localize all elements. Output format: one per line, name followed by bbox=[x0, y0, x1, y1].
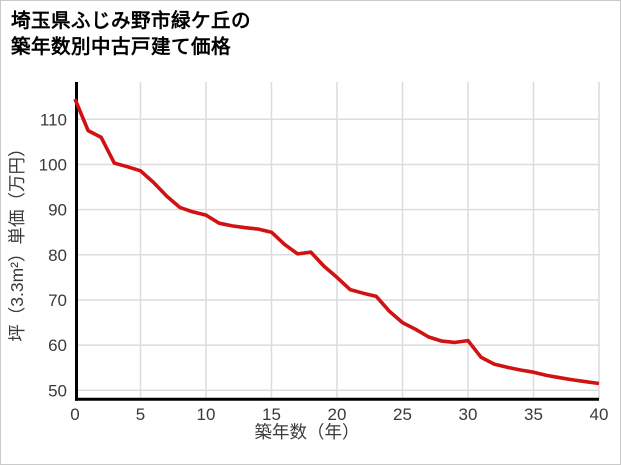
x-tick-label: 10 bbox=[197, 405, 216, 424]
price-line bbox=[73, 98, 600, 386]
y-tick-label: 100 bbox=[39, 155, 67, 174]
x-tick-label: 35 bbox=[524, 405, 543, 424]
y-tick-label: 90 bbox=[48, 201, 67, 220]
x-tick-label: 5 bbox=[136, 405, 145, 424]
y-tick-label: 60 bbox=[48, 336, 67, 355]
x-tick-label: 20 bbox=[328, 405, 347, 424]
x-tick-label: 0 bbox=[70, 405, 79, 424]
x-tick-label: 40 bbox=[590, 405, 609, 424]
chart-title-line1: 埼玉県ふじみ野市緑ケ丘の bbox=[11, 10, 252, 32]
y-tick-label: 50 bbox=[48, 381, 67, 400]
x-tick-label: 15 bbox=[262, 405, 281, 424]
y-axis-title: 坪（3.3m²）単価（万円） bbox=[7, 140, 27, 342]
y-tick-label: 110 bbox=[40, 110, 67, 129]
chart-title: 埼玉県ふじみ野市緑ケ丘の 築年数別中古戸建て価格 bbox=[11, 8, 251, 60]
x-axis-title: 築年数（年） bbox=[255, 422, 360, 442]
y-tick-label: 70 bbox=[48, 291, 67, 310]
x-tick-label: 25 bbox=[393, 405, 412, 424]
chart-title-line2: 築年数別中古戸建て価格 bbox=[11, 36, 232, 58]
x-tick-label: 30 bbox=[459, 405, 478, 424]
y-tick-label: 80 bbox=[48, 246, 67, 265]
